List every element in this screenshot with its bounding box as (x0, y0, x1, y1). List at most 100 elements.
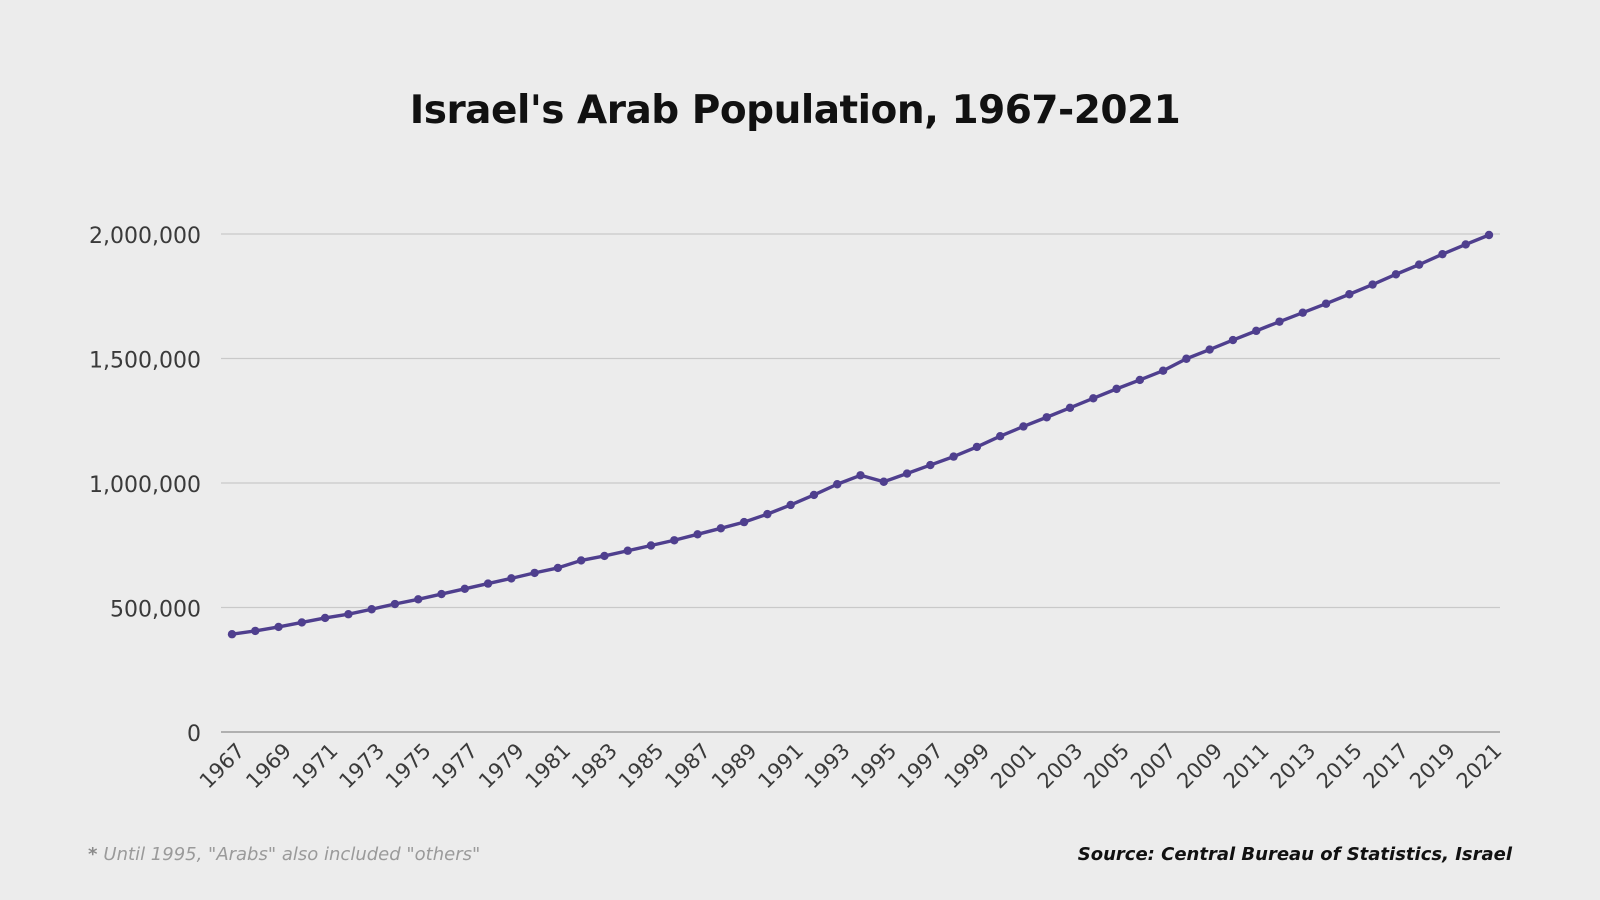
footnote: * Until 1995, "Arabs" also included "othe… (88, 844, 480, 865)
x-tick-label: 1995 (847, 739, 902, 794)
x-tick-label: 1991 (753, 739, 808, 794)
y-tick-label: 0 (187, 722, 201, 747)
source-note: Source: Central Bureau of Statistics, Is… (1077, 844, 1512, 865)
data-point (274, 622, 283, 632)
x-tick-label: 2013 (1266, 739, 1321, 794)
x-tick-label: 2019 (1405, 739, 1460, 794)
x-tick-label: 1967 (195, 739, 250, 794)
x-tick-label: 1987 (660, 739, 715, 794)
data-point (1484, 230, 1494, 240)
data-point (1205, 345, 1214, 354)
data-point (600, 551, 609, 561)
gridlines (221, 233, 1500, 733)
data-point (809, 490, 819, 500)
data-point (1089, 394, 1098, 403)
data-point (972, 442, 982, 452)
x-tick-label: 1985 (614, 739, 669, 794)
data-point (949, 452, 958, 461)
footnote-star: * (88, 844, 98, 865)
y-axis-ticks: 0 500,000 1,000,000 1,500,000 2,000,000 (89, 224, 201, 747)
x-tick-label: 1969 (241, 739, 296, 794)
data-point (879, 477, 888, 486)
data-point (856, 471, 865, 480)
series-line (230, 233, 1491, 636)
data-point (1391, 270, 1401, 279)
data-point (1065, 403, 1075, 413)
data-point (995, 431, 1005, 441)
x-tick-label: 1993 (800, 739, 855, 794)
data-point (320, 613, 330, 623)
x-tick-label: 1973 (334, 739, 389, 794)
data-point (693, 530, 702, 539)
data-point (902, 469, 912, 478)
x-tick-label: 1979 (474, 739, 529, 794)
x-tick-label: 1997 (893, 739, 948, 794)
x-axis-ticks: 1967196919711973197519771979198119831985… (195, 739, 1507, 794)
data-point (1321, 299, 1331, 308)
data-point (1112, 384, 1121, 394)
data-point (623, 546, 632, 555)
x-tick-label: 1977 (428, 739, 483, 794)
x-tick-label: 2003 (1033, 739, 1088, 794)
data-point (297, 618, 307, 627)
data-point (414, 595, 423, 604)
x-tick-label: 2015 (1312, 739, 1367, 794)
data-point (1228, 335, 1238, 345)
data-point (227, 630, 237, 639)
data-point (576, 556, 586, 565)
x-tick-label: 1989 (707, 739, 762, 794)
data-point (507, 574, 516, 583)
y-tick-label: 500,000 (110, 598, 201, 623)
data-point (786, 500, 795, 510)
chart-title: Israel's Arab Population, 1967-2021 (409, 88, 1181, 133)
data-point (390, 599, 400, 609)
x-tick-label: 1999 (940, 739, 995, 794)
data-point (483, 579, 493, 588)
data-point (437, 589, 446, 599)
data-point (460, 584, 469, 594)
footnote-text: Until 1995, "Arabs" also included "other… (103, 844, 481, 865)
data-point (926, 460, 935, 470)
x-tick-label: 2017 (1359, 739, 1414, 794)
y-tick-label: 1,000,000 (89, 473, 201, 498)
x-tick-label: 2001 (986, 739, 1041, 794)
data-point (1182, 354, 1191, 363)
x-tick-label: 1971 (288, 739, 343, 794)
data-point (1461, 240, 1470, 249)
data-point (1252, 326, 1261, 336)
x-tick-label: 2011 (1219, 739, 1274, 794)
y-tick-label: 2,000,000 (89, 224, 201, 249)
data-point (1345, 290, 1354, 299)
x-tick-label: 1975 (381, 739, 436, 794)
data-point (344, 610, 353, 619)
data-point (716, 524, 726, 533)
data-point (367, 605, 376, 614)
data-point (530, 568, 539, 578)
data-point (1438, 249, 1447, 259)
x-tick-label: 2009 (1172, 739, 1227, 794)
data-point (1158, 366, 1168, 375)
data-point (1298, 308, 1307, 317)
data-point (646, 541, 656, 550)
data-point (1019, 422, 1028, 431)
data-point (1275, 317, 1284, 326)
data-point (670, 536, 679, 545)
y-tick-label: 1,500,000 (89, 349, 201, 374)
series (227, 230, 1494, 639)
data-point (1042, 413, 1051, 422)
data-point (553, 563, 563, 573)
x-tick-label: 2007 (1126, 739, 1181, 794)
data-point (763, 509, 772, 519)
data-point (251, 626, 260, 636)
data-point (739, 517, 749, 527)
data-point (1414, 260, 1424, 269)
data-point (833, 480, 842, 489)
data-point (1368, 280, 1377, 289)
x-tick-label: 1983 (567, 739, 622, 794)
x-tick-label: 2005 (1079, 739, 1134, 794)
x-tick-label: 2021 (1452, 739, 1507, 794)
x-tick-label: 1981 (521, 739, 576, 794)
data-point (1135, 375, 1145, 385)
